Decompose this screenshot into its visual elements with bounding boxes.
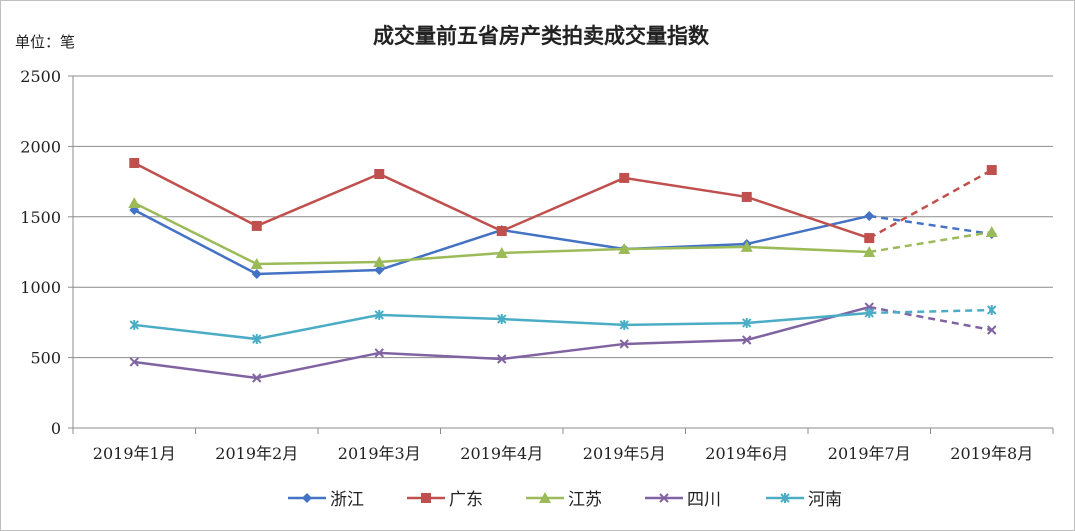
data-point [497,354,507,364]
data-point [740,240,753,252]
legend-item: 广东 [407,490,483,510]
x-marker [987,325,997,335]
unit-label: 单位：笔 [15,33,75,51]
y-tick-label: 1500 [20,208,61,227]
data-point [128,197,141,209]
data-point [780,493,790,503]
data-point [497,314,507,325]
data-point [374,265,385,276]
legend-label: 广东 [449,490,483,510]
series-projection-line [869,305,992,332]
x-marker [129,357,139,367]
series-projection-line [869,230,992,254]
legend-item: 河南 [766,490,842,510]
data-point [864,307,874,318]
data-point [129,158,140,169]
data-point [618,243,631,255]
data-point [495,246,508,258]
data-point [251,220,262,231]
legend-label: 江苏 [568,490,602,510]
data-point [864,233,875,244]
data-point [742,317,752,328]
y-tick-label: 2000 [20,137,61,156]
legend-label: 四川 [687,490,721,510]
y-tick-label: 500 [30,349,61,368]
x-tick-label: 2019年1月 [93,444,176,463]
series-江苏 [128,197,998,269]
legend-label: 浙江 [330,490,364,510]
y-tick-label: 0 [51,419,61,438]
y-tick-label: 2500 [20,67,61,86]
legend-item: 四川 [645,490,721,510]
series-projection-line [869,214,992,236]
data-point [252,373,262,383]
data-point [373,255,386,267]
legend-item: 浙江 [288,490,364,510]
chart-title: 成交量前五省房产类拍卖成交量指数 [373,23,710,48]
legend-item: 江苏 [526,490,602,510]
data-point [742,335,752,345]
data-point [619,339,629,349]
x-marker [252,373,262,383]
data-point [987,305,997,316]
x-tick-label: 2019年7月 [828,444,911,463]
data-point [987,325,997,335]
data-point [129,357,139,367]
x-tick-label: 2019年3月 [338,444,421,463]
data-point [251,268,262,279]
data-point [741,191,752,202]
data-point [421,493,431,503]
data-point [374,348,384,358]
legend-label: 河南 [808,490,842,510]
data-point [539,492,551,503]
data-point [374,168,385,179]
data-point [985,226,998,238]
data-point [129,319,139,330]
series-广东 [129,158,997,244]
x-marker [742,335,752,345]
data-point [864,210,875,221]
x-marker [619,339,629,349]
x-marker [497,354,507,364]
series-projection-line [869,308,992,315]
x-marker [659,493,669,503]
data-point [496,226,507,237]
x-tick-label: 2019年4月 [460,444,543,463]
x-tick-label: 2019年6月 [705,444,788,463]
data-point [986,165,997,176]
data-point [374,309,384,320]
data-point [250,257,263,269]
x-tick-label: 2019年5月 [583,444,666,463]
x-marker [374,348,384,358]
x-tick-label: 2019年2月 [215,444,298,463]
series-河南 [129,305,997,345]
data-point [619,172,630,183]
y-tick-label: 1000 [20,278,61,297]
data-point [659,493,669,503]
data-point [619,319,629,330]
data-point [863,246,876,257]
x-tick-label: 2019年8月 [950,444,1033,463]
data-point [252,334,262,345]
data-point [302,493,312,503]
series-projection-line [868,168,993,240]
